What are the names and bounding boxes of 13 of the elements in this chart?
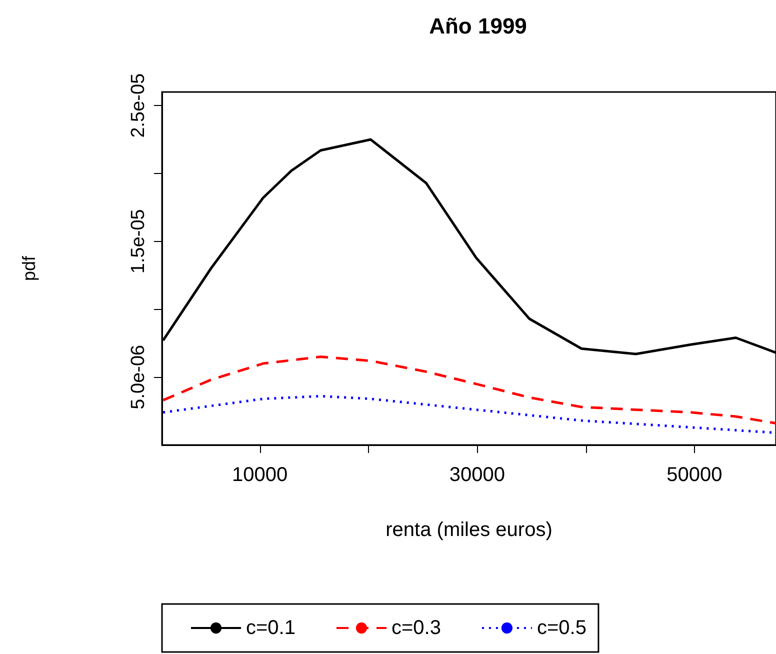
- x-tick-label: 50000: [666, 464, 722, 486]
- x-tick-label: 30000: [449, 464, 505, 486]
- x-tick-label: 10000: [232, 464, 288, 486]
- legend-label: c=0.5: [536, 617, 586, 639]
- y-axis-title: pdf: [19, 254, 39, 282]
- legend-label: c=0.3: [391, 617, 441, 639]
- legend-label: c=0.1: [246, 617, 296, 639]
- line-series: [162, 356, 776, 425]
- chart-title: Año 1999: [429, 14, 527, 38]
- y-tick-label: 1.5e-05: [128, 209, 149, 274]
- y-tick-label: 5.0e-06: [128, 344, 149, 410]
- x-axis-title: renta (miles euros): [386, 519, 552, 541]
- y-tick-label: 2.5e-05: [128, 73, 149, 138]
